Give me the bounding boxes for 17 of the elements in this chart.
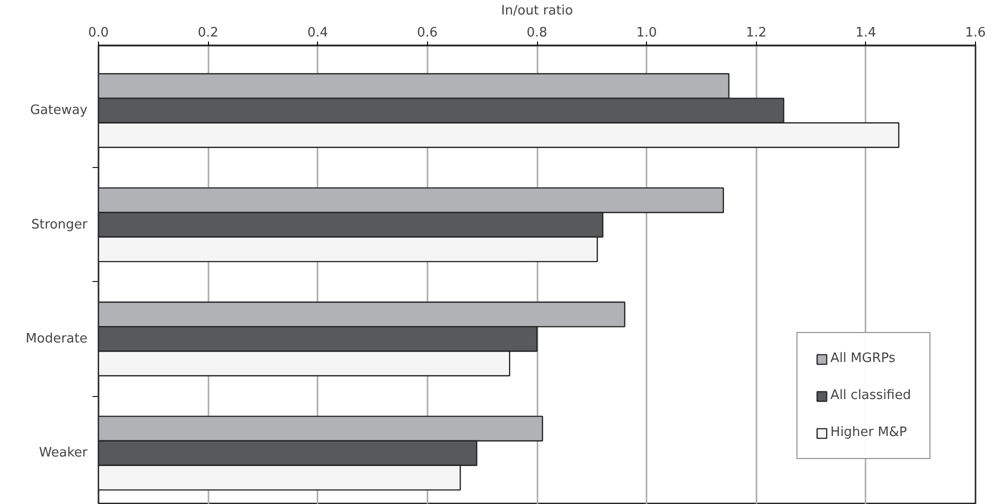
legend-label: All MGRPs (830, 351, 896, 366)
x-tick-label: 0.6 (417, 26, 438, 40)
y-tick-label: Moderate (26, 331, 88, 346)
y-tick-label: Weaker (39, 446, 88, 461)
y-tick-label: Stronger (31, 217, 88, 232)
x-tick-label: 0.4 (307, 26, 328, 40)
legend-label: Higher M&P (830, 425, 907, 440)
x-tick-label: 1.6 (965, 26, 986, 40)
x-tick-label: 1.4 (856, 26, 876, 40)
y-tick-label: Gateway (30, 103, 88, 118)
legend-label: All classified (830, 388, 911, 403)
x-tick-label: 0.8 (526, 26, 548, 40)
x-axis-title: In/out ratio (501, 4, 573, 18)
x-tick-label: 1.0 (636, 26, 657, 40)
x-tick-label: 1.2 (746, 26, 767, 40)
x-tick-label: 0.0 (88, 26, 109, 40)
x-tick-label: 0.2 (198, 26, 218, 40)
